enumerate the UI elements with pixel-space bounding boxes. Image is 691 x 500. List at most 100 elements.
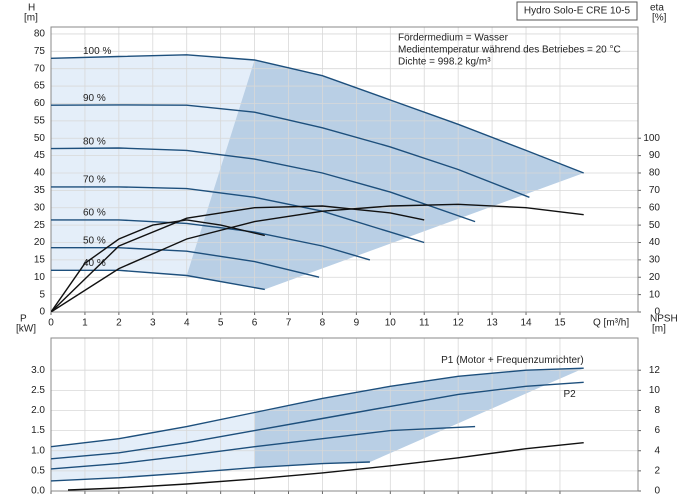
series-label: 40 % xyxy=(83,258,106,269)
y-tick-label: 10 xyxy=(34,272,46,283)
y-tick-label: 2.5 xyxy=(31,385,45,396)
y2-tick-label: 8 xyxy=(654,405,660,416)
series-label: P1 (Motor + Frequenzumrichter) xyxy=(441,355,584,366)
plot-frame xyxy=(50,26,639,313)
y-tick-label: 0.5 xyxy=(31,466,45,477)
curve xyxy=(51,104,530,198)
series-label: 60 % xyxy=(83,208,106,219)
series-label: 50 % xyxy=(83,235,106,246)
x-tick-label: 11 xyxy=(419,318,430,329)
curve xyxy=(51,461,370,482)
y2-axis-label: eta xyxy=(650,3,664,14)
y2-tick-label: 6 xyxy=(654,425,660,436)
y2-tick-label: 30 xyxy=(649,255,661,266)
annotation: Medientemperatur während des Betriebes =… xyxy=(398,45,621,56)
curve xyxy=(51,54,584,174)
y-tick-label: 35 xyxy=(34,185,46,196)
y2-tick-label: 90 xyxy=(649,150,661,161)
curve xyxy=(51,367,584,448)
curve xyxy=(51,219,371,261)
y2-tick-label: 10 xyxy=(649,289,661,300)
x-tick-label: 14 xyxy=(520,318,532,329)
y-tick-label: 75 xyxy=(34,46,46,57)
x-tick-label: 3 xyxy=(150,318,156,329)
y-tick-label: 45 xyxy=(34,150,46,161)
x-tick-label: 8 xyxy=(320,318,326,329)
x-axis-label: Q [m³/h] xyxy=(593,318,629,329)
x-tick-label: 13 xyxy=(487,318,499,329)
operating-wedge xyxy=(254,368,584,468)
y2-tick-label: 4 xyxy=(654,445,660,456)
y-tick-label: 40 xyxy=(34,168,46,179)
y-tick-label: 15 xyxy=(34,255,46,266)
y-tick-label: 60 xyxy=(34,98,46,109)
y-tick-label: 70 xyxy=(34,63,46,74)
y-tick-label: 0 xyxy=(39,307,45,318)
x-tick-label: 4 xyxy=(184,318,190,329)
secondary-curve xyxy=(51,205,425,312)
y-tick-label: 1.0 xyxy=(31,445,45,456)
x-tick-label: 0 xyxy=(48,318,54,329)
x-tick-label: 5 xyxy=(218,318,224,329)
y-tick-label: 1.5 xyxy=(31,425,45,436)
y-axis-label: H xyxy=(28,3,35,14)
y2-tick-label: 2 xyxy=(654,466,660,477)
y-tick-label: 2.0 xyxy=(31,405,45,416)
y-tick-label: 30 xyxy=(34,202,46,213)
series-label: P2 xyxy=(563,389,576,400)
curve xyxy=(51,269,265,291)
operating-wedge xyxy=(186,60,584,290)
y-axis-label: P xyxy=(20,314,27,325)
y-tick-label: 0.0 xyxy=(31,486,45,497)
y-tick-label: 55 xyxy=(34,115,46,126)
curve xyxy=(51,186,425,244)
x-tick-label: 7 xyxy=(286,318,292,329)
series-label: 100 % xyxy=(83,46,111,57)
y-tick-label: 65 xyxy=(34,81,46,92)
plot-frame xyxy=(50,337,639,492)
annotation: Dichte = 998.2 kg/m³ xyxy=(398,57,491,68)
curve xyxy=(51,381,584,460)
y-axis-unit: [kW] xyxy=(16,324,36,335)
secondary-curve xyxy=(51,203,584,312)
y2-tick-label: 40 xyxy=(649,237,661,248)
series-label: 80 % xyxy=(83,136,106,147)
y-tick-label: 5 xyxy=(39,289,45,300)
secondary-curve xyxy=(67,442,584,491)
curve xyxy=(51,425,476,470)
annotation: Fördermedium = Wasser xyxy=(398,33,509,44)
secondary-curve xyxy=(51,219,265,312)
series-label: 70 % xyxy=(83,175,106,186)
y2-tick-label: 20 xyxy=(649,272,661,283)
y2-tick-label: 10 xyxy=(649,385,661,396)
y2-tick-label: 70 xyxy=(649,185,661,196)
y2-axis-unit: [m] xyxy=(652,324,666,335)
title-box xyxy=(516,1,638,21)
y-tick-label: 25 xyxy=(34,220,46,231)
y-tick-label: 3.0 xyxy=(31,365,45,376)
curve xyxy=(51,147,476,223)
curve xyxy=(51,247,320,278)
y2-tick-label: 80 xyxy=(649,168,661,179)
x-tick-label: 10 xyxy=(385,318,397,329)
y2-tick-label: 100 xyxy=(643,133,660,144)
y-tick-label: 50 xyxy=(34,133,46,144)
y-axis-unit: [m] xyxy=(24,13,38,24)
x-tick-label: 2 xyxy=(116,318,122,329)
y2-tick-label: 60 xyxy=(649,202,661,213)
x-tick-label: 6 xyxy=(252,318,258,329)
y2-axis-label: NPSH xyxy=(650,314,678,325)
chart-title: Hydro Solo-E CRE 10-5 xyxy=(524,6,631,17)
y2-tick-label: 0 xyxy=(654,307,660,318)
y2-tick-label: 0 xyxy=(654,486,660,497)
y2-tick-label: 12 xyxy=(649,365,661,376)
x-tick-label: 9 xyxy=(354,318,360,329)
x-tick-label: 1 xyxy=(82,318,88,329)
x-tick-label: 12 xyxy=(453,318,465,329)
x-tick-label: 15 xyxy=(554,318,566,329)
y2-axis-unit: [%] xyxy=(652,13,667,24)
y-tick-label: 80 xyxy=(34,29,46,40)
y-tick-label: 20 xyxy=(34,237,46,248)
y2-tick-label: 50 xyxy=(649,220,661,231)
